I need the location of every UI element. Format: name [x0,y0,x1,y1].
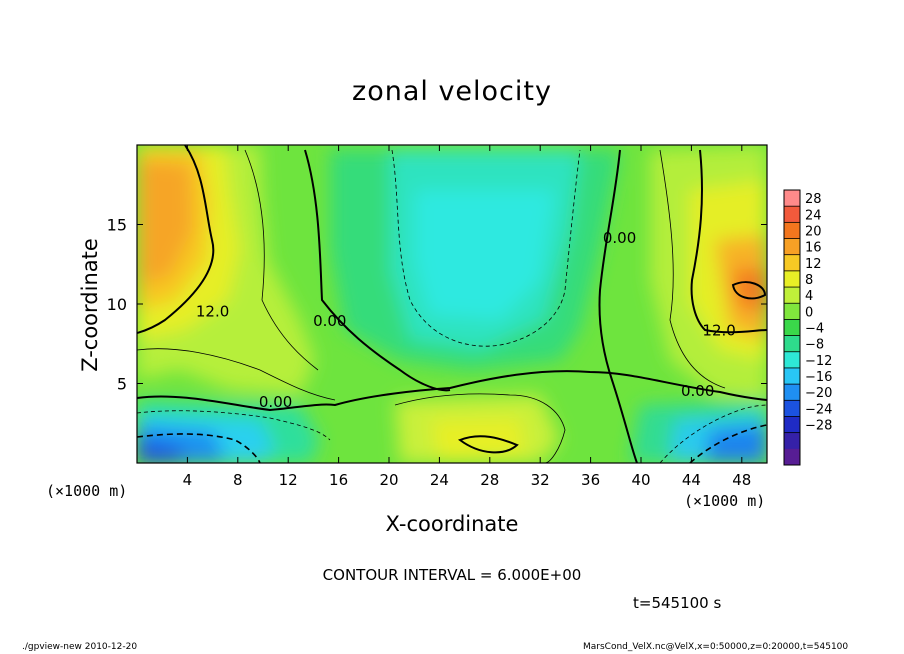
colorbar-tick-label: −8 [805,338,824,353]
colorbar-segment [784,190,800,207]
x-tick-label: 4 [183,471,193,489]
x-tick-label: 44 [682,471,701,489]
colorbar-tick-label: 24 [805,208,822,223]
colorbar-tick-label: 8 [805,273,813,288]
colorbar-tick-label: 0 [805,305,813,320]
x-tick-label: 28 [480,471,499,489]
colorbar-tick-label: 28 [805,192,822,207]
colorbar-segment [784,319,800,337]
x-tick-label: 40 [631,471,650,489]
colorbar-tick-label: −28 [805,419,832,434]
contour-label: 12.0 [196,302,229,320]
contour-label: 0.00 [681,382,714,400]
x-unit-label-right: (×1000 m) [684,492,766,510]
y-axis-label: Z-coordinate [78,238,102,372]
colorbar-tick-label: 16 [805,241,822,256]
contour-label: 0.00 [259,393,292,411]
colorbar-segment [784,432,800,450]
colorbar-segment [784,222,800,240]
chart-title: zonal velocity [352,76,552,107]
color-field [137,145,767,463]
x-tick-label: 20 [379,471,398,489]
x-tick-label: 12 [279,471,298,489]
y-tick-label: 10 [107,295,127,314]
colorbar-tick-label: 12 [805,257,822,272]
colorbar-tick-label: −20 [805,386,832,401]
x-tick-label: 16 [329,471,348,489]
y-axis: 5 10 15 [107,216,767,394]
colorbar-segment [784,238,800,256]
colorbar-segment [784,384,800,401]
x-axis: 4 8 12 16 20 24 28 32 36 40 44 48 [183,145,751,489]
x-tick-label: 24 [430,471,449,489]
contour-labels: 12.0 0.00 0.00 0.00 12.0 0.00 [196,229,736,411]
contour-label: 0.00 [313,312,346,330]
x-unit-label-left: (×1000 m) [46,482,128,500]
x-tick-label: 8 [233,471,243,489]
colorbar-segment [784,303,800,320]
colorbar-segment [784,335,800,353]
time-label: t=545100 s [633,594,722,612]
colorbar-segment [784,448,800,466]
colorbar-segment [784,270,800,288]
colorbar-tick-label: 4 [805,289,813,304]
colorbar-frame [783,189,801,466]
footer-left: ./gpview-new 2010-12-20 [22,642,138,652]
contour-label: 12.0 [702,321,735,339]
x-tick-label: 48 [732,471,751,489]
y-tick-label: 15 [107,216,127,235]
x-axis-label: X-coordinate [385,512,519,536]
contour-label: 0.00 [603,229,636,247]
colorbar-segment [784,400,800,417]
colorbar-segment [784,416,800,434]
colorbar-tick-label: −4 [805,322,824,337]
y-tick-label: 5 [117,375,127,394]
x-tick-label: 36 [581,471,600,489]
colorbar-tick-label: −24 [805,402,832,417]
colorbar-tick-label: 20 [805,224,822,239]
colorbar-tick-label: −16 [805,370,832,385]
x-tick-label: 32 [531,471,550,489]
colorbar-segment [784,254,800,272]
colorbar-segment [784,351,800,369]
footer-right: MarsCond_VelX.nc@VelX,x=0:50000,z=0:2000… [583,642,849,652]
colorbar-segment [784,367,800,385]
colorbar-tick-label: −12 [805,354,832,369]
contour-interval-label: CONTOUR INTERVAL = 6.000E+00 [322,566,582,584]
colorbar-segment [784,206,800,223]
colorbar-segment [784,287,800,304]
